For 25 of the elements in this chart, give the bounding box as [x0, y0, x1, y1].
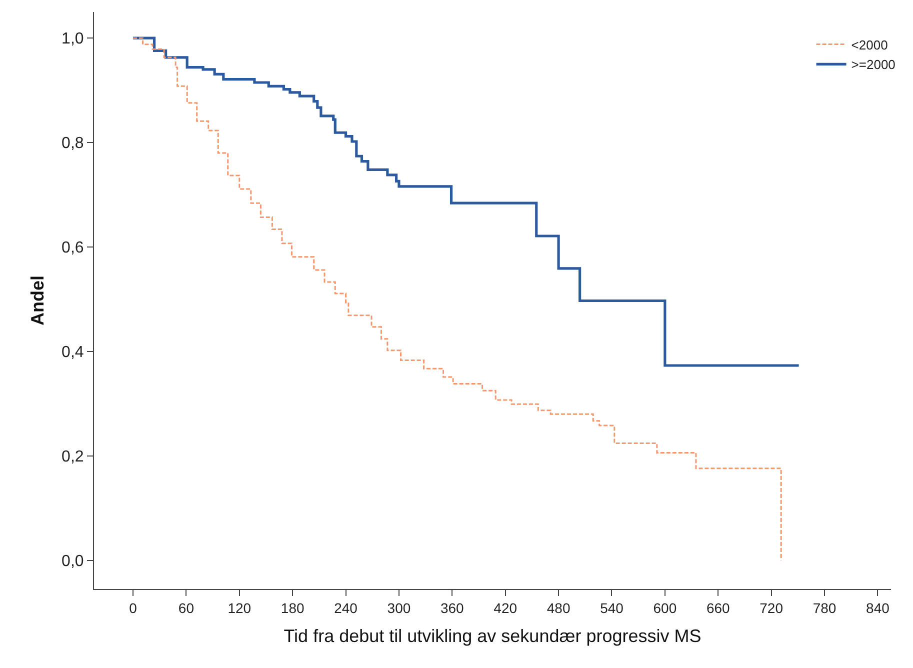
- y-tick-label: 0,2: [62, 448, 84, 466]
- x-tick-label: 300: [387, 600, 411, 616]
- x-tick-label: 420: [494, 600, 518, 616]
- x-tick-label: 360: [440, 600, 464, 616]
- x-tick-label: 720: [760, 600, 784, 616]
- y-tick-label: 0,4: [62, 344, 84, 362]
- x-tick-label: 180: [280, 600, 304, 616]
- x-tick-label: 660: [706, 600, 730, 616]
- legend-label: >=2000: [851, 57, 896, 72]
- x-tick-label: 240: [334, 600, 358, 616]
- x-tick-label: 480: [546, 600, 570, 616]
- y-tick-label: 0,0: [62, 552, 84, 570]
- x-tick-label: 780: [812, 600, 836, 616]
- y-tick-label: 1,0: [62, 30, 84, 48]
- x-tick-label: 60: [178, 600, 194, 616]
- y-tick-label: 0,8: [62, 135, 84, 152]
- y-axis-title: Andel: [28, 275, 48, 326]
- x-tick-label: 0: [129, 600, 138, 616]
- x-tick-label: 540: [600, 600, 624, 616]
- x-tick-label: 840: [866, 600, 890, 616]
- legend-label: <2000: [851, 37, 888, 52]
- x-tick-label: 600: [653, 600, 677, 616]
- x-tick-label: 120: [228, 600, 252, 616]
- x-axis-title: Tid fra debut til utvikling av sekundær progressiv MS: [284, 626, 702, 646]
- y-tick-label: 0,6: [62, 240, 84, 257]
